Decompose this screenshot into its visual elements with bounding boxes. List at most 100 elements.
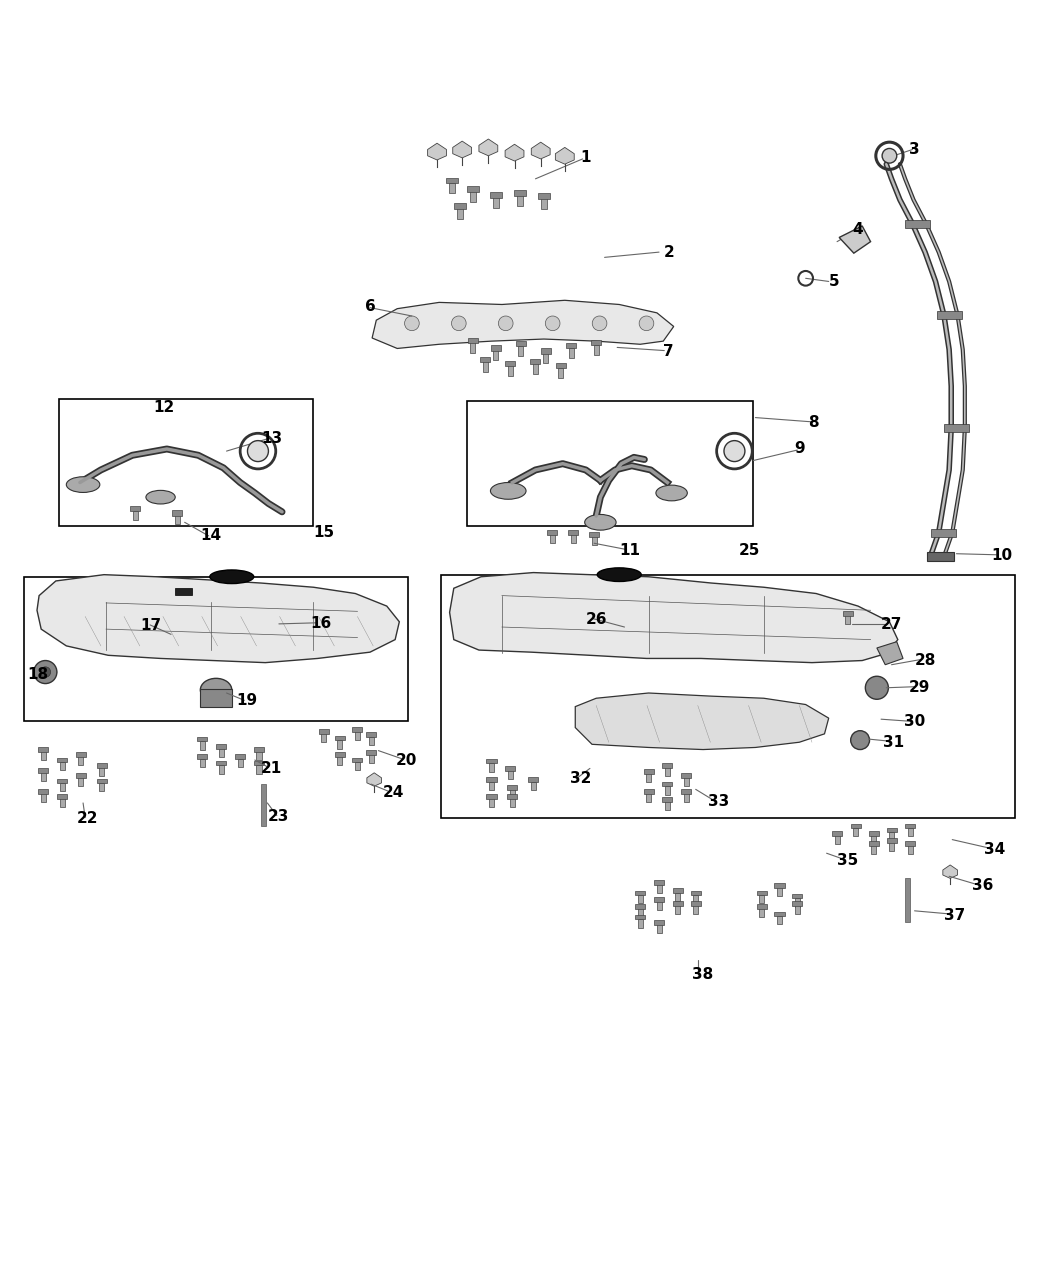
Bar bbox=[455, 203, 466, 209]
Text: 23: 23 bbox=[268, 810, 290, 824]
Bar bbox=[845, 615, 850, 623]
Bar bbox=[319, 729, 329, 734]
Polygon shape bbox=[943, 864, 958, 878]
Bar bbox=[489, 782, 493, 790]
Bar bbox=[517, 195, 523, 207]
Ellipse shape bbox=[490, 482, 526, 500]
Bar bbox=[684, 793, 689, 802]
Bar bbox=[795, 898, 800, 907]
Bar bbox=[486, 794, 497, 799]
Bar bbox=[76, 773, 86, 778]
Bar bbox=[59, 399, 314, 527]
Bar bbox=[467, 186, 479, 191]
Bar bbox=[337, 756, 342, 765]
Bar bbox=[759, 895, 764, 904]
Bar bbox=[675, 905, 680, 914]
Bar bbox=[644, 789, 653, 794]
Bar bbox=[486, 759, 497, 764]
Bar bbox=[60, 761, 65, 770]
Bar bbox=[757, 890, 766, 895]
Bar bbox=[656, 884, 662, 892]
Text: 38: 38 bbox=[692, 968, 714, 982]
Bar bbox=[591, 537, 596, 546]
Bar bbox=[254, 761, 264, 765]
Polygon shape bbox=[37, 575, 399, 663]
Bar bbox=[470, 343, 476, 353]
Text: 5: 5 bbox=[828, 274, 839, 289]
Bar bbox=[889, 843, 894, 852]
Bar bbox=[57, 757, 67, 762]
Bar bbox=[100, 783, 104, 792]
Bar bbox=[175, 588, 192, 594]
Bar bbox=[665, 766, 670, 775]
Bar bbox=[133, 511, 138, 520]
Ellipse shape bbox=[146, 491, 175, 504]
Bar bbox=[693, 895, 698, 904]
Bar bbox=[200, 759, 205, 768]
Bar bbox=[486, 778, 497, 783]
Bar bbox=[593, 344, 598, 354]
Circle shape bbox=[882, 148, 897, 163]
Bar bbox=[635, 914, 645, 919]
Bar bbox=[528, 778, 539, 783]
Circle shape bbox=[850, 731, 869, 750]
Bar bbox=[905, 842, 916, 847]
Bar bbox=[568, 530, 579, 536]
Text: 34: 34 bbox=[984, 842, 1005, 857]
Bar bbox=[41, 773, 46, 782]
Bar bbox=[691, 890, 700, 895]
Bar bbox=[886, 827, 897, 833]
Text: 32: 32 bbox=[570, 771, 591, 787]
Bar bbox=[530, 358, 541, 365]
Polygon shape bbox=[531, 143, 550, 159]
Bar bbox=[905, 824, 916, 829]
Circle shape bbox=[592, 316, 607, 330]
Bar bbox=[76, 752, 86, 757]
Bar bbox=[507, 794, 518, 799]
Polygon shape bbox=[479, 139, 498, 156]
Bar bbox=[467, 400, 753, 527]
Bar bbox=[38, 747, 48, 752]
Text: 8: 8 bbox=[807, 416, 818, 431]
Bar bbox=[673, 889, 683, 894]
Bar bbox=[544, 353, 548, 363]
Circle shape bbox=[452, 316, 466, 330]
Bar bbox=[256, 751, 261, 760]
Bar bbox=[337, 740, 342, 748]
Polygon shape bbox=[839, 226, 870, 254]
Ellipse shape bbox=[210, 570, 254, 584]
Bar bbox=[635, 904, 645, 909]
Bar bbox=[675, 892, 680, 901]
Bar bbox=[335, 736, 344, 741]
Polygon shape bbox=[575, 694, 828, 750]
Bar bbox=[533, 363, 538, 374]
Text: 20: 20 bbox=[396, 752, 417, 768]
Circle shape bbox=[404, 316, 419, 330]
Text: 27: 27 bbox=[881, 617, 902, 632]
Bar bbox=[505, 766, 516, 770]
Bar bbox=[541, 348, 551, 353]
Bar bbox=[261, 784, 267, 826]
Bar bbox=[905, 219, 930, 228]
Bar bbox=[513, 190, 526, 196]
Text: 15: 15 bbox=[313, 525, 335, 541]
Bar bbox=[656, 924, 662, 933]
Bar bbox=[568, 348, 573, 358]
Bar bbox=[693, 905, 698, 914]
Bar bbox=[57, 779, 67, 783]
Bar bbox=[353, 757, 362, 762]
Bar bbox=[508, 366, 512, 376]
Bar bbox=[57, 794, 67, 799]
Bar bbox=[489, 193, 502, 198]
Bar bbox=[369, 737, 374, 746]
Bar bbox=[369, 755, 374, 764]
Text: 7: 7 bbox=[664, 344, 674, 360]
Bar bbox=[457, 208, 463, 218]
Bar bbox=[868, 831, 879, 835]
Bar bbox=[441, 575, 1015, 817]
Circle shape bbox=[545, 316, 560, 330]
Bar bbox=[656, 901, 662, 910]
Bar bbox=[446, 177, 458, 184]
Text: 13: 13 bbox=[261, 431, 282, 446]
Bar bbox=[218, 748, 224, 757]
